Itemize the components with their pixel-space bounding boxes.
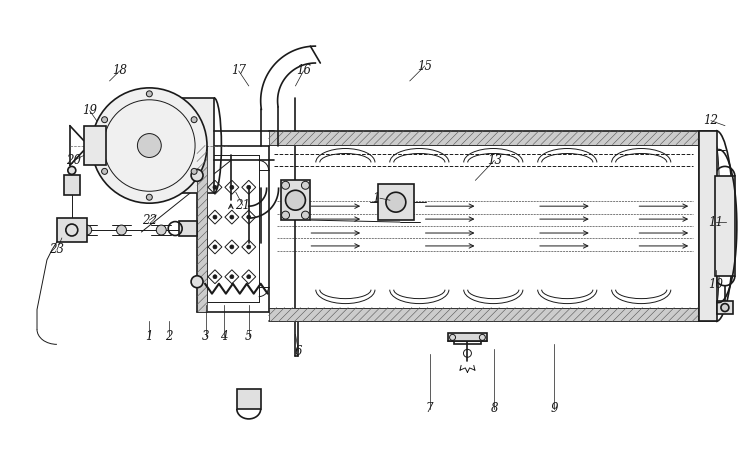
Text: 21: 21 [236, 199, 250, 212]
Text: 20: 20 [66, 154, 81, 167]
Bar [378, 184, 414, 220]
Circle shape [230, 245, 234, 249]
Circle shape [156, 225, 166, 235]
Text: 17: 17 [231, 64, 246, 78]
Text: 10: 10 [709, 278, 724, 291]
Text: 8: 8 [490, 402, 498, 415]
Circle shape [247, 245, 250, 249]
Circle shape [92, 88, 207, 203]
Text: 12: 12 [704, 114, 718, 127]
Circle shape [230, 215, 234, 219]
Circle shape [247, 185, 250, 189]
Text: 9: 9 [550, 402, 558, 415]
Text: 22: 22 [142, 213, 157, 227]
Bar [179, 220, 197, 236]
Circle shape [213, 215, 217, 219]
Bar [268, 307, 698, 321]
Circle shape [101, 168, 107, 174]
Text: 18: 18 [112, 64, 127, 78]
Text: 1: 1 [146, 330, 153, 343]
Text: 14: 14 [373, 192, 388, 205]
Circle shape [281, 211, 290, 219]
Circle shape [213, 185, 217, 189]
Bar [197, 146, 207, 312]
Circle shape [281, 181, 290, 189]
Circle shape [68, 166, 76, 174]
Circle shape [247, 215, 250, 219]
Circle shape [230, 275, 234, 279]
Circle shape [721, 304, 729, 312]
Text: 4: 4 [220, 330, 228, 343]
Circle shape [302, 181, 310, 189]
Bar [237, 389, 261, 409]
Text: 7: 7 [426, 402, 433, 415]
Circle shape [286, 190, 305, 210]
Bar [280, 180, 310, 220]
Bar [64, 175, 80, 195]
Text: 2: 2 [166, 330, 173, 343]
Bar [149, 98, 214, 193]
Circle shape [386, 192, 406, 212]
Text: 16: 16 [296, 64, 311, 78]
Text: 13: 13 [487, 154, 502, 167]
Bar [268, 131, 698, 145]
Circle shape [191, 168, 197, 174]
Circle shape [191, 169, 203, 181]
Bar [698, 131, 716, 321]
Text: 6: 6 [295, 345, 302, 358]
Circle shape [213, 245, 217, 249]
Bar [448, 333, 488, 341]
Text: 15: 15 [417, 60, 432, 72]
Text: 11: 11 [709, 216, 724, 228]
Circle shape [146, 91, 152, 97]
Bar [699, 131, 717, 321]
Circle shape [191, 276, 203, 288]
Text: 3: 3 [202, 330, 210, 343]
Circle shape [213, 275, 217, 279]
Circle shape [82, 225, 92, 235]
Circle shape [116, 225, 127, 235]
Circle shape [247, 275, 250, 279]
Bar [715, 176, 735, 276]
Circle shape [137, 133, 161, 157]
Circle shape [146, 194, 152, 200]
Circle shape [302, 211, 310, 219]
Text: 23: 23 [50, 243, 64, 257]
Bar [57, 218, 87, 242]
Circle shape [191, 117, 197, 123]
Bar [84, 125, 106, 165]
Text: 19: 19 [82, 104, 98, 117]
Circle shape [230, 185, 234, 189]
Bar [717, 301, 733, 313]
Text: 5: 5 [245, 330, 253, 343]
Circle shape [101, 117, 107, 123]
